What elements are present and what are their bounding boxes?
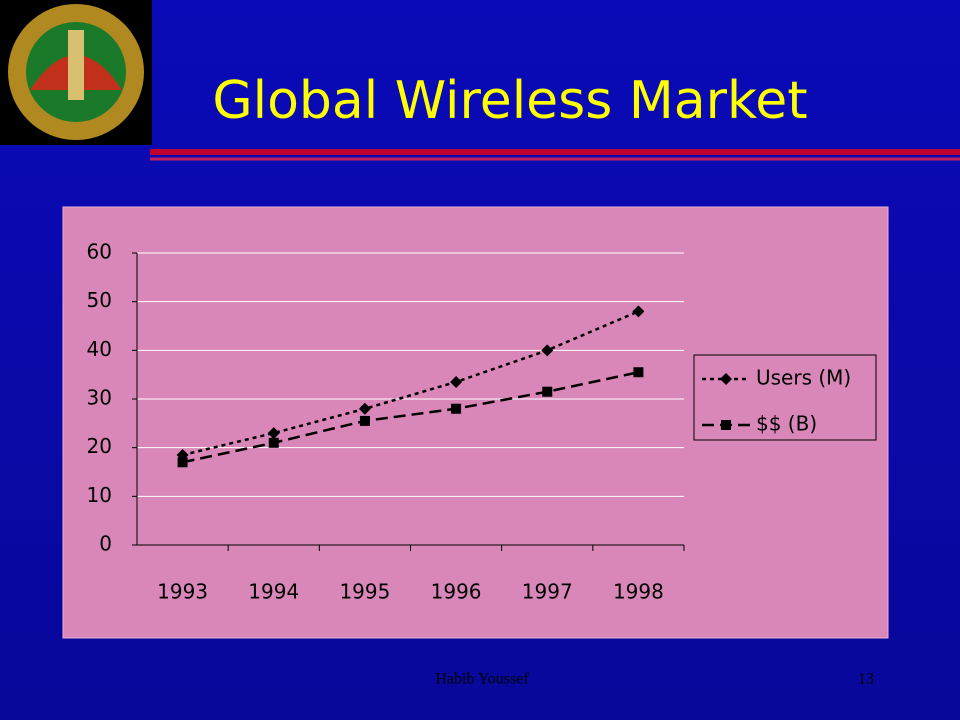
y-tick-label: 20 — [87, 434, 112, 458]
marker — [541, 344, 554, 357]
x-tick-label: 1997 — [522, 580, 573, 604]
footer-author: Habib Youssef — [435, 671, 529, 688]
series-line — [182, 310, 639, 457]
marker — [632, 305, 645, 318]
legend-box — [693, 354, 877, 441]
x-tick-label: 1993 — [157, 580, 208, 604]
y-tick-label: 0 — [99, 532, 112, 556]
y-tick-label: 40 — [87, 337, 112, 361]
series-line — [182, 371, 639, 464]
slide-title: Global Wireless Market — [212, 71, 807, 131]
x-tick-label: 1996 — [431, 580, 482, 604]
legend-label: $$ (B) — [756, 412, 817, 436]
legend-label: Users (M) — [756, 366, 851, 390]
marker — [267, 427, 280, 440]
page-number: 13 — [858, 671, 874, 688]
y-tick-label: 30 — [87, 386, 112, 410]
marker — [451, 403, 462, 414]
marker — [633, 367, 644, 378]
x-tick-label: 1994 — [248, 580, 299, 604]
marker — [720, 373, 732, 385]
x-tick-label: 1995 — [339, 580, 390, 604]
marker — [721, 420, 731, 430]
y-tick-label: 50 — [87, 288, 112, 312]
marker — [268, 437, 279, 448]
chart-panel — [62, 206, 889, 639]
logo — [0, 0, 152, 145]
marker — [177, 457, 188, 468]
marker — [450, 375, 463, 388]
y-tick-label: 60 — [87, 240, 112, 264]
y-tick-label: 10 — [87, 483, 112, 507]
marker — [542, 386, 553, 397]
x-tick-label: 1998 — [613, 580, 664, 604]
marker — [358, 402, 371, 415]
marker — [359, 415, 370, 426]
